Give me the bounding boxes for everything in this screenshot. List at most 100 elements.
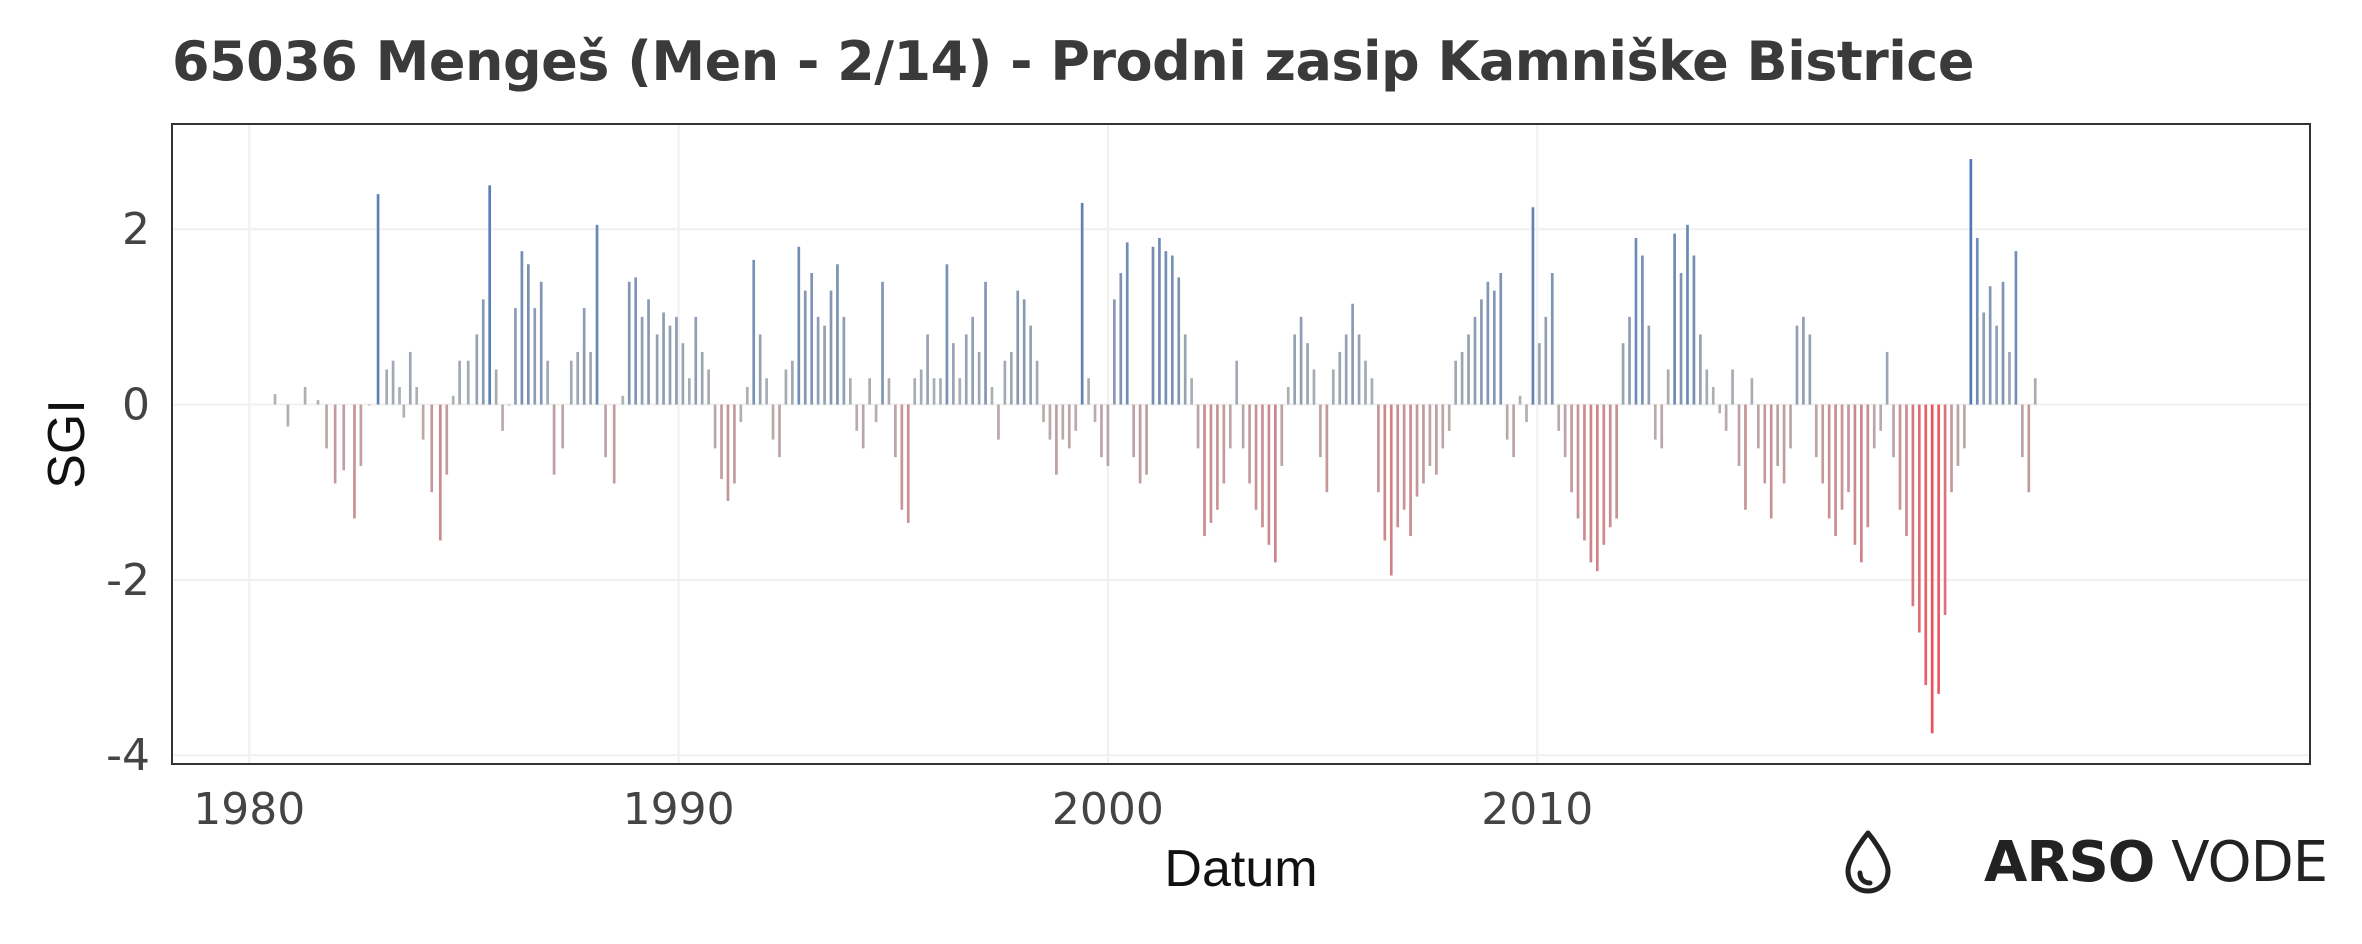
y-axis-title: SGI (38, 399, 96, 489)
sgi-bar (1943, 404, 1947, 615)
sgi-bar (861, 404, 865, 449)
sgi-bar (707, 369, 710, 405)
sgi-bar (1428, 404, 1432, 466)
sgi-bar (1641, 255, 1644, 405)
sgi-bar (507, 404, 511, 406)
sgi-bar (836, 264, 839, 405)
sgi-bar (713, 404, 717, 449)
sgi-bar (694, 316, 698, 405)
sgi-bar (1151, 246, 1155, 405)
sgi-bar (1183, 334, 1187, 405)
sgi-bar (1048, 404, 1052, 440)
sgi-bar (1447, 404, 1451, 431)
sgi-bar (1705, 369, 1709, 405)
sgi-bar (1274, 404, 1277, 563)
sgi-bar (1975, 237, 1979, 405)
sgi-bar (1486, 281, 1490, 405)
sgi-bar (848, 378, 852, 405)
sgi-bar (421, 404, 425, 440)
sgi-bar (1338, 351, 1342, 405)
sgi-bar (1686, 224, 1689, 405)
sgi-bar (1434, 404, 1438, 475)
sgi-bar (2008, 351, 2011, 405)
grid-lines (172, 124, 2310, 764)
sgi-bar (842, 316, 846, 405)
sgi-bar (932, 378, 936, 405)
sgi-bar (1692, 255, 1696, 405)
sgi-bar (784, 369, 788, 405)
sgi-bar (1808, 334, 1812, 405)
sgi-bar (1563, 404, 1567, 458)
sgi-bar (1744, 404, 1747, 510)
y-tick-label: -4 (106, 730, 150, 781)
sgi-bar (726, 404, 730, 501)
sgi-bar (1325, 404, 1329, 493)
sgi-bar (1814, 404, 1818, 458)
sgi-bar (2033, 378, 2037, 405)
sgi-bar (745, 387, 749, 405)
sgi-bar (408, 351, 412, 405)
sgi-bar (1866, 404, 1870, 528)
sgi-bar (1512, 404, 1515, 458)
sgi-bar (1885, 351, 1889, 405)
sgi-bar (391, 360, 395, 405)
sgi-bar (1460, 351, 1464, 405)
sgi-bar (881, 281, 884, 405)
sgi-bar (1415, 404, 1419, 497)
sgi-bar (1827, 404, 1831, 519)
sgi-bar (1531, 207, 1535, 405)
sgi-bar (1222, 404, 1226, 484)
sgi-bar (1125, 242, 1129, 405)
sgi-bar (1203, 404, 1206, 537)
sgi-bar (1267, 404, 1271, 545)
sgi-bar (687, 378, 691, 405)
sgi-bar (1930, 404, 1934, 734)
sgi-bar (1061, 404, 1065, 440)
sgi-bar (627, 281, 631, 405)
sgi-bar (887, 378, 891, 405)
sgi-bar (1673, 233, 1676, 405)
sgi-bar (662, 312, 665, 405)
sgi-bar (675, 316, 678, 405)
sgi-bar (1557, 404, 1561, 431)
sgi-bar (634, 277, 638, 405)
sgi-bar (771, 404, 775, 440)
sgi-bar (415, 387, 419, 405)
sgi-bar (1737, 404, 1741, 466)
sgi-bar (1853, 404, 1857, 545)
sgi-bar (803, 290, 807, 405)
sgi-bar (655, 334, 659, 405)
sgi-bar (739, 404, 743, 423)
sgi-bar (1492, 290, 1496, 405)
sgi-bar (501, 404, 504, 431)
sgi-bar (1950, 404, 1953, 493)
sgi-bar (1711, 387, 1715, 405)
sgi-bar (700, 351, 704, 405)
sgi-bar (829, 290, 833, 405)
sgi-bar (333, 404, 337, 484)
sgi-bar (945, 264, 949, 405)
sgi-bar (919, 369, 923, 405)
sgi-bar (1892, 404, 1895, 458)
sgi-bar (1209, 404, 1213, 523)
sgi-bar (647, 299, 650, 405)
sgi-bar (1802, 316, 1805, 405)
sgi-bar (1389, 404, 1393, 576)
sgi-bar (1035, 360, 1039, 405)
sgi-bar (1731, 369, 1734, 405)
sgi-bar (1834, 404, 1837, 537)
sgi-bar (533, 308, 537, 405)
sgi-bar (1196, 404, 1200, 449)
sgi-bar (561, 404, 565, 449)
sgi-bar (612, 404, 616, 484)
sgi-bar (1286, 387, 1290, 405)
sgi-bar (604, 404, 607, 458)
sgi-bar (1467, 334, 1470, 405)
sgi-bar (1544, 316, 1548, 405)
sgi-bar (438, 404, 442, 541)
sgi-bar (1241, 404, 1245, 449)
sgi-bar (913, 378, 917, 405)
sgi-bar (1138, 404, 1142, 484)
sgi-bar (1789, 404, 1792, 449)
sgi-bar (526, 264, 530, 405)
